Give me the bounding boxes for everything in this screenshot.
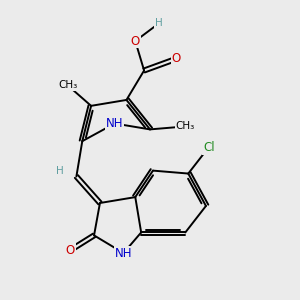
Text: H: H xyxy=(155,18,163,28)
Text: NH: NH xyxy=(106,117,123,130)
Text: NH: NH xyxy=(115,247,132,260)
Text: O: O xyxy=(131,34,140,48)
Text: O: O xyxy=(66,244,75,256)
Text: CH₃: CH₃ xyxy=(176,122,195,131)
Text: O: O xyxy=(172,52,181,65)
Text: H: H xyxy=(56,166,64,176)
Text: CH₃: CH₃ xyxy=(58,80,77,90)
Text: Cl: Cl xyxy=(203,141,215,154)
